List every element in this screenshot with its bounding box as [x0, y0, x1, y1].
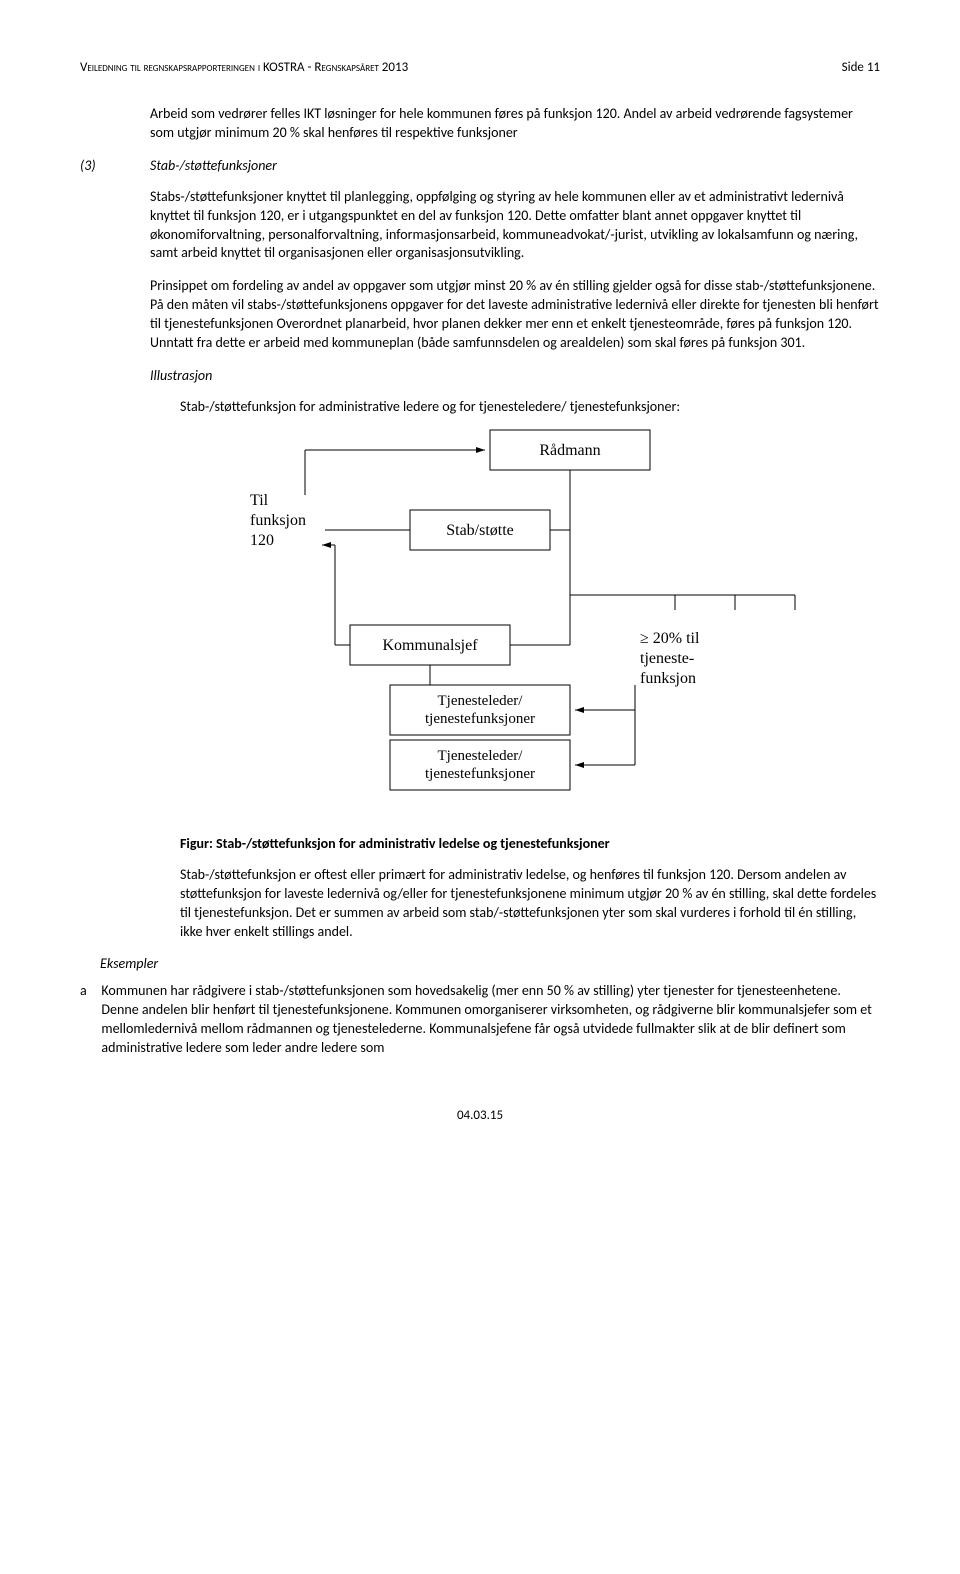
example-letter: a — [80, 982, 101, 1058]
example-a-text: Kommunen har rådgivere i stab-/støttefun… — [101, 982, 880, 1058]
section-number: (3) — [80, 157, 150, 174]
paragraph-1: Arbeid som vedrører felles IKT løsninger… — [150, 105, 880, 143]
pct-l2: tjeneste- — [640, 650, 694, 667]
radmann-label: Rådmann — [539, 442, 600, 459]
tj2-l1: Tjenesteleder/ — [438, 748, 524, 764]
eksempler-heading: Eksempler — [100, 955, 880, 972]
til-line1: Til — [250, 492, 269, 509]
diagram-intro: Stab-/støttefunksjon for administrative … — [180, 398, 880, 415]
example-a-row: a Kommunen har rådgivere i stab-/støttef… — [80, 982, 880, 1058]
figure-caption: Figur: Stab-/støttefunksjon for administ… — [180, 835, 880, 852]
tj1-l2: tjenestefunksjoner — [425, 711, 535, 727]
header-left: Veiledning til regnskapsrapporteringen i… — [80, 60, 408, 75]
paragraph-3: Prinsippet om fordeling av andel av oppg… — [150, 277, 880, 353]
org-chart-diagram: Rådmann Stab/støtte Til funksjon 120 — [195, 425, 835, 815]
illustration-heading: Illustrasjon — [150, 367, 880, 384]
til-line3: 120 — [250, 532, 274, 549]
til-line2: funksjon — [250, 512, 306, 529]
kommunalsjef-label: Kommunalsjef — [382, 637, 478, 654]
paragraph-4: Stab-/støttefunksjon er oftest eller pri… — [180, 866, 880, 942]
section-title: Stab-/støttefunksjoner — [150, 157, 277, 174]
pct-l3: funksjon — [640, 670, 696, 687]
tj1-l1: Tjenesteleder/ — [438, 693, 524, 709]
page-footer-date: 04.03.15 — [80, 1108, 880, 1123]
pct-l1: ≥ 20% til — [640, 630, 700, 647]
stabstotte-label: Stab/støtte — [446, 522, 514, 539]
tj2-l2: tjenestefunksjoner — [425, 766, 535, 782]
paragraph-2: Stabs-/støttefunksjoner knyttet til plan… — [150, 188, 880, 264]
page-header: Veiledning til regnskapsrapporteringen i… — [80, 60, 880, 75]
header-right: Side 11 — [842, 60, 880, 75]
section-3-heading: (3) Stab-/støttefunksjoner — [80, 157, 880, 174]
